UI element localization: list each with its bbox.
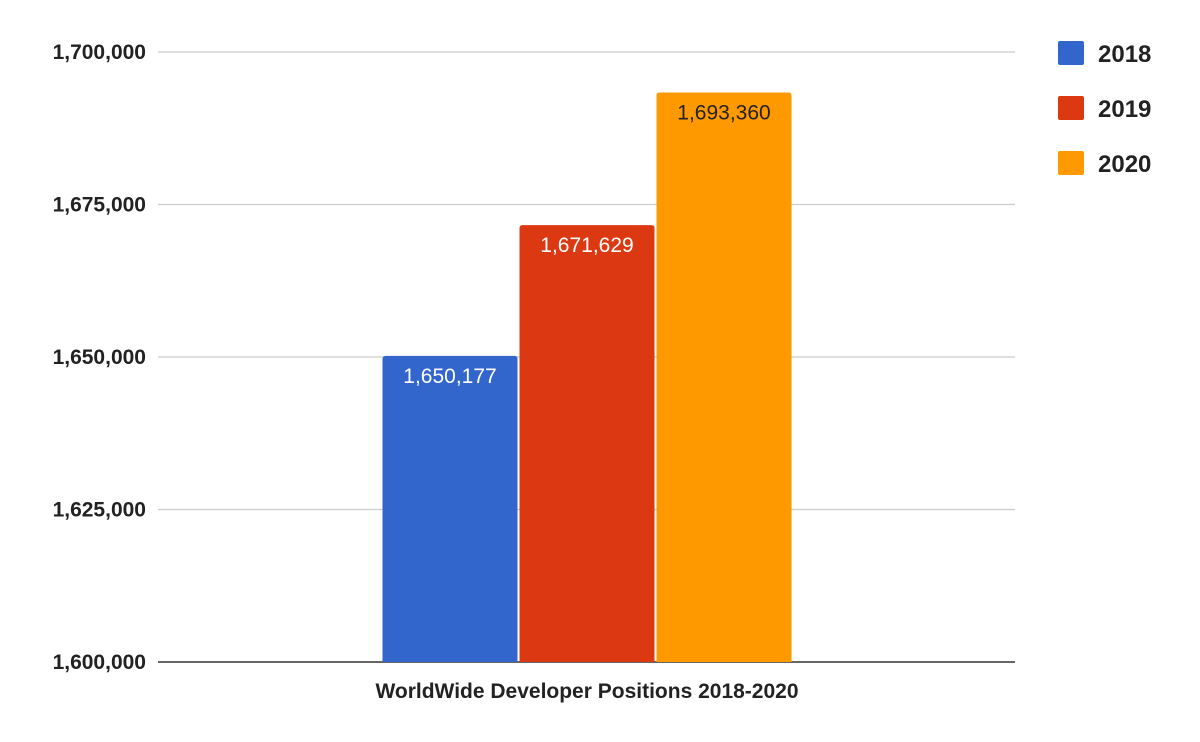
y-tick-label: 1,625,000 [53, 499, 146, 522]
legend-swatch-2020 [1058, 151, 1084, 175]
bars [382, 92, 792, 662]
y-tick-label: 1,700,000 [53, 41, 146, 64]
bar-2020 [656, 92, 792, 662]
bar-2019 [519, 225, 655, 662]
legend-swatch-2018 [1058, 41, 1084, 65]
legend-swatch-2019 [1058, 96, 1084, 120]
x-category-label: WorldWide Developer Positions 2018-2020 [375, 680, 798, 703]
legend-label-2019: 2019 [1098, 96, 1151, 123]
data-labels: 1,650,177 1,671,629 1,693,360 [403, 102, 770, 388]
legend-label-2018: 2018 [1098, 41, 1151, 68]
y-tick-label: 1,600,000 [53, 651, 146, 674]
legend-label-2020: 2020 [1098, 151, 1151, 178]
data-label-2018: 1,650,177 [403, 365, 496, 388]
bar-2018 [382, 355, 518, 662]
y-tick-label: 1,675,000 [53, 194, 146, 217]
y-axis-ticks: 1,600,000 1,625,000 1,650,000 1,675,000 1,70… [53, 41, 146, 674]
legend: 2018 2019 2020 [1058, 41, 1151, 178]
data-label-2020: 1,693,360 [677, 102, 770, 125]
data-label-2019: 1,671,629 [540, 234, 633, 257]
y-tick-label: 1,650,000 [53, 346, 146, 369]
